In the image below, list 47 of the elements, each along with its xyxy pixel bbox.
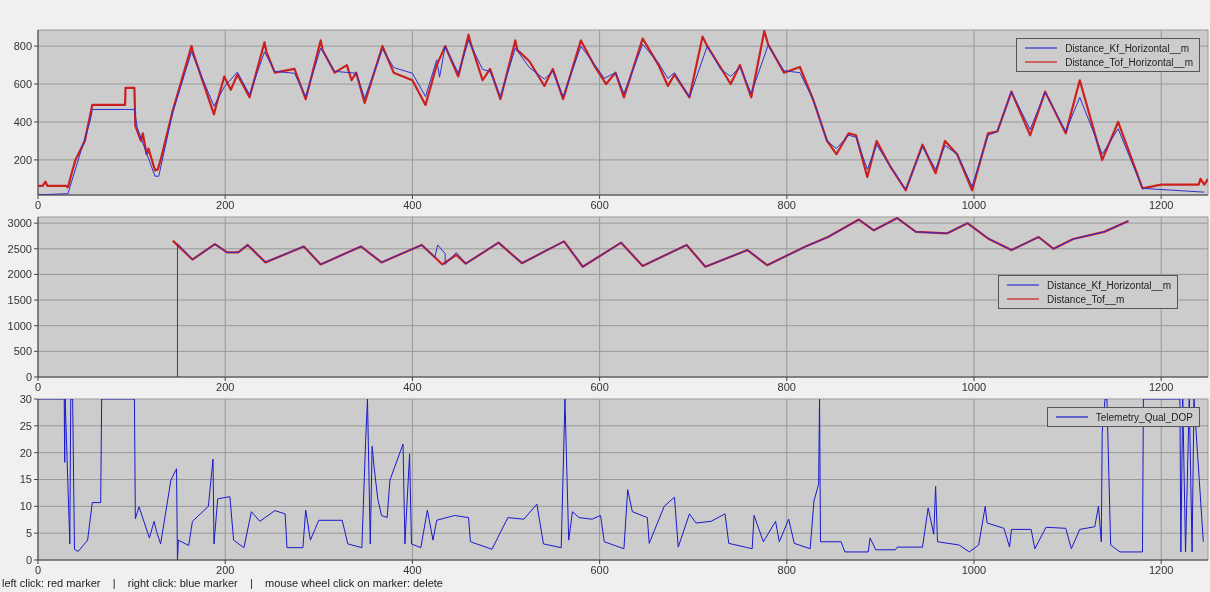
y-tick-label: 400 [13,115,32,128]
x-tick-label: 200 [216,198,235,211]
x-tick-label: 400 [403,380,422,393]
x-tick-label: 200 [216,563,235,576]
y-tick-label: 30 [19,392,32,405]
legend-label: Distance_Kf_Horizontal__m [1065,42,1190,54]
y-tick-label: 3000 [7,217,32,230]
x-tick-label: 1000 [961,563,987,576]
x-tick-label: 1200 [1148,563,1174,576]
x-tick-label: 1000 [961,198,987,211]
x-tick-label: 1200 [1148,380,1174,393]
line-series [38,399,1204,560]
x-tick-label: 0 [34,198,42,211]
x-tick-label: 0 [34,563,42,576]
legend-label: Distance_Tof__m [1047,293,1125,305]
x-tick-label: 600 [590,563,609,576]
y-tick-label: 2000 [7,268,32,281]
y-tick-label: 20 [19,446,32,459]
x-tick-label: 400 [403,563,422,576]
y-tick-label: 200 [13,153,32,166]
x-tick-label: 600 [590,198,609,211]
legend-label: Telemetry_Qual_DOP [1095,411,1193,423]
x-tick-label: 800 [777,380,796,393]
x-tick-label: 600 [590,380,609,393]
line-series [171,217,1130,268]
y-tick-label: 800 [13,40,32,53]
text: left click: red marker | right click: blue marker | mouse wheel click on marker: delete [2,577,443,589]
y-tick-label: 2500 [7,242,32,255]
y-tick-label: 5 [25,527,32,540]
x-tick-label: 800 [777,563,796,576]
x-tick-label: 0 [34,380,42,393]
y-tick-label: 0 [25,370,32,383]
legend-label: Distance_Kf_Horizontal__m [1047,279,1171,291]
legend-label: Distance_Tof_Horizontal__m [1065,56,1193,68]
y-tick-label: 500 [13,345,32,358]
x-tick-label: 1200 [1148,198,1174,211]
y-tick-label: 25 [19,419,32,432]
y-tick-label: 1000 [7,319,32,332]
y-tick-label: 1500 [7,293,32,306]
x-tick-label: 1000 [961,380,987,393]
x-tick-label: 800 [777,198,796,211]
y-tick-label: 600 [13,77,32,90]
y-tick-label: 0 [25,553,32,566]
y-tick-label: 10 [19,500,32,513]
y-tick-label: 15 [19,473,32,486]
x-tick-label: 200 [216,380,235,393]
x-tick-label: 400 [403,198,422,211]
